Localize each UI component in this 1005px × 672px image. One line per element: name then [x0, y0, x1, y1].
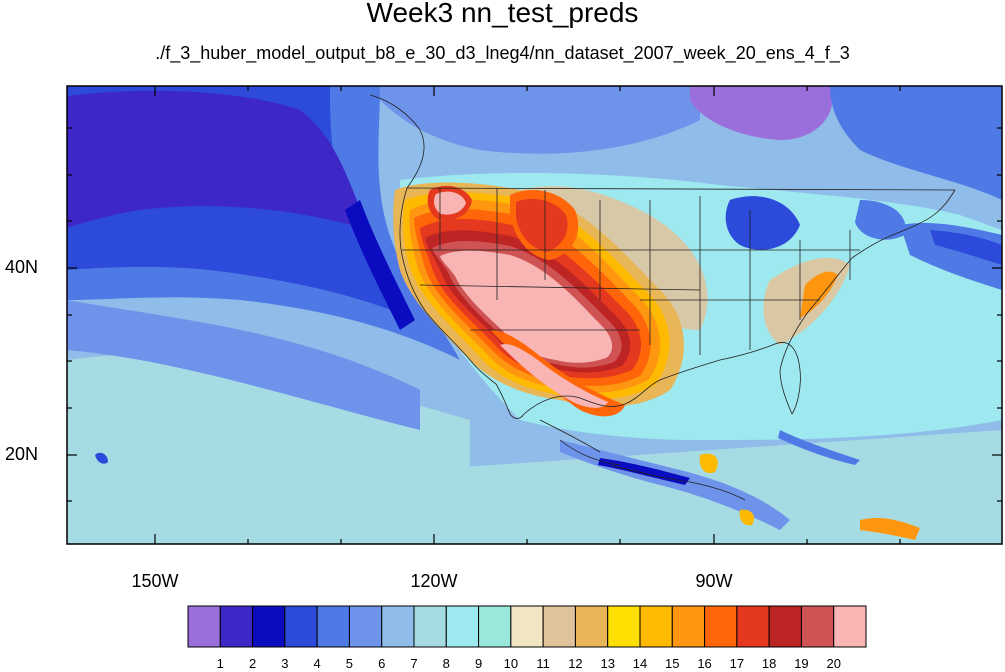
lon-label-90w: 90W [695, 571, 733, 591]
colorbar-tick-label: 1 [216, 656, 224, 671]
colorbar-tick-label: 13 [600, 656, 615, 671]
lon-label-150w: 150W [131, 571, 179, 591]
colorbar-tick-label: 12 [568, 656, 583, 671]
colorbar-tick-label: 7 [410, 656, 418, 671]
colorbar-tick-label: 8 [442, 656, 450, 671]
colorbar-swatch [510, 605, 544, 648]
colorbar-swatch [252, 605, 286, 648]
colorbar-swatch [316, 605, 350, 648]
colorbar-tick-label: 19 [794, 656, 809, 671]
axis-ticks [67, 86, 1002, 544]
colorbar-swatch [768, 605, 802, 648]
colorbar-swatch [348, 605, 383, 648]
colorbar-swatch [574, 605, 609, 648]
colorbar-swatch [800, 605, 835, 648]
map-subtitle: ./f_3_huber_model_output_b8_e_30_d3_lneg… [155, 43, 850, 63]
colorbar-tick-label: 16 [697, 656, 712, 671]
colorbar-swatch [542, 605, 576, 648]
colorbar-tick-label: 6 [378, 656, 386, 671]
colorbar-swatch [671, 605, 706, 648]
colorbar-tick-label: 14 [632, 656, 648, 671]
colorbar-tick-label: 18 [761, 656, 777, 671]
colorbar-swatch [187, 605, 221, 648]
map-title: Week3 nn_test_preds [366, 0, 639, 28]
lon-label-120w: 120W [410, 571, 458, 591]
colorbar-swatch [639, 605, 673, 648]
colorbar-tick-label: 17 [729, 656, 745, 671]
lat-label-40n: 40N [5, 257, 39, 277]
colorbar-swatch [704, 605, 738, 648]
colorbar-swatch [445, 605, 480, 648]
colorbar-swatch [607, 605, 641, 648]
colorbar-swatch [736, 605, 770, 648]
colorbar-tick-label: 5 [345, 656, 354, 671]
colorbar [187, 605, 867, 648]
colorbar-swatch [219, 605, 254, 648]
colorbar-swatch [381, 605, 415, 648]
colorbar-tick-label: 2 [248, 656, 257, 671]
colorbar-swatch [413, 605, 447, 648]
map-field [67, 86, 1002, 544]
colorbar-swatch [833, 605, 867, 648]
colorbar-tick-label: 15 [665, 656, 680, 671]
colorbar-tick-label: 4 [313, 656, 321, 671]
colorbar-tick-label: 10 [503, 656, 519, 671]
colorbar-tick-label: 3 [281, 656, 289, 671]
colorbar-swatch [284, 605, 318, 648]
boundaries [369, 94, 956, 501]
colorbar-tick-label: 20 [826, 656, 841, 671]
colorbar-tick-label: 11 [536, 656, 550, 671]
colorbar-tick-label: 9 [474, 656, 483, 671]
lat-label-20n: 20N [5, 444, 39, 464]
colorbar-swatch [478, 605, 512, 648]
